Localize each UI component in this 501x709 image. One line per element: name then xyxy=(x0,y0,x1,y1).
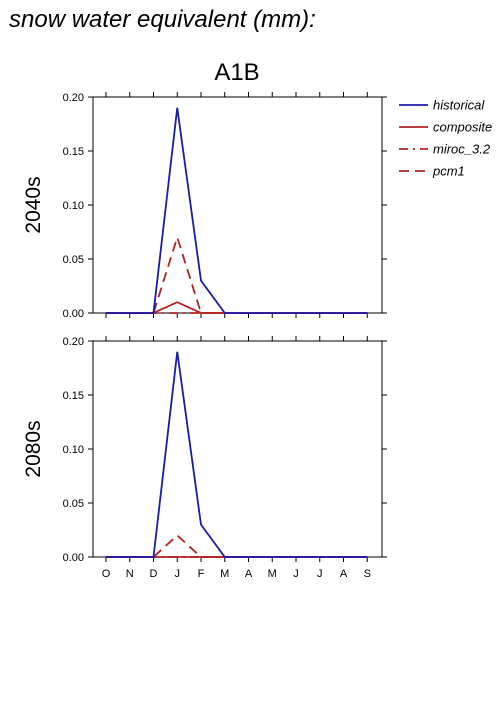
y-tick-label: 0.20 xyxy=(63,336,84,348)
y-tick-label: 0.05 xyxy=(63,254,84,266)
series-line-historical xyxy=(106,351,368,558)
series-line-pcm1 xyxy=(106,534,368,558)
x-tick-label: M xyxy=(268,568,277,580)
x-tick-label: N xyxy=(126,568,134,580)
y-tick-label: 0.10 xyxy=(63,444,84,456)
y-tick-label: 0.15 xyxy=(63,146,84,158)
x-tick-label: J xyxy=(293,568,299,580)
plot-frame xyxy=(92,96,383,314)
panel-title-scenario: A1B xyxy=(214,59,259,86)
series-line-pcm1 xyxy=(106,234,368,314)
x-tick-label: D xyxy=(150,568,158,580)
x-tick-label: J xyxy=(175,568,181,580)
x-tick-label: J xyxy=(317,568,323,580)
legend: historical composite miroc_3.2 pcm1 xyxy=(399,98,492,179)
x-tick-label: A xyxy=(340,568,348,580)
legend-label: pcm1 xyxy=(432,164,465,179)
x-tick-label: M xyxy=(220,568,229,580)
legend-label: composite xyxy=(433,120,492,135)
y-tick-label: 0.20 xyxy=(63,92,84,104)
legend-label: miroc_3.2 xyxy=(433,142,491,157)
x-tick-label: F xyxy=(198,568,205,580)
y-tick-label: 0.00 xyxy=(63,308,84,320)
page-title: snow water equivalent (mm): xyxy=(9,6,316,33)
series-line-historical xyxy=(106,107,368,314)
row-label: 2040s xyxy=(22,176,45,233)
x-tick-label: O xyxy=(102,568,111,580)
chart-panel-2: 0.00 0.05 0.10 0.15 0.20 O N D J F M A M J J A S 2080s xyxy=(22,336,387,580)
x-tick-label: S xyxy=(364,568,371,580)
x-tick-label: A xyxy=(245,568,253,580)
y-tick-label: 0.15 xyxy=(63,390,84,402)
y-tick-label: 0.05 xyxy=(63,498,84,510)
y-tick-label: 0.00 xyxy=(63,552,84,564)
legend-label: historical xyxy=(433,98,485,113)
series-line-composite xyxy=(106,301,368,314)
row-label: 2080s xyxy=(22,420,45,477)
plot-frame xyxy=(92,340,383,558)
chart-panel-1: 0.00 0.05 0.10 0.15 0.20 2040s xyxy=(22,92,387,320)
y-tick-label: 0.10 xyxy=(63,200,84,212)
